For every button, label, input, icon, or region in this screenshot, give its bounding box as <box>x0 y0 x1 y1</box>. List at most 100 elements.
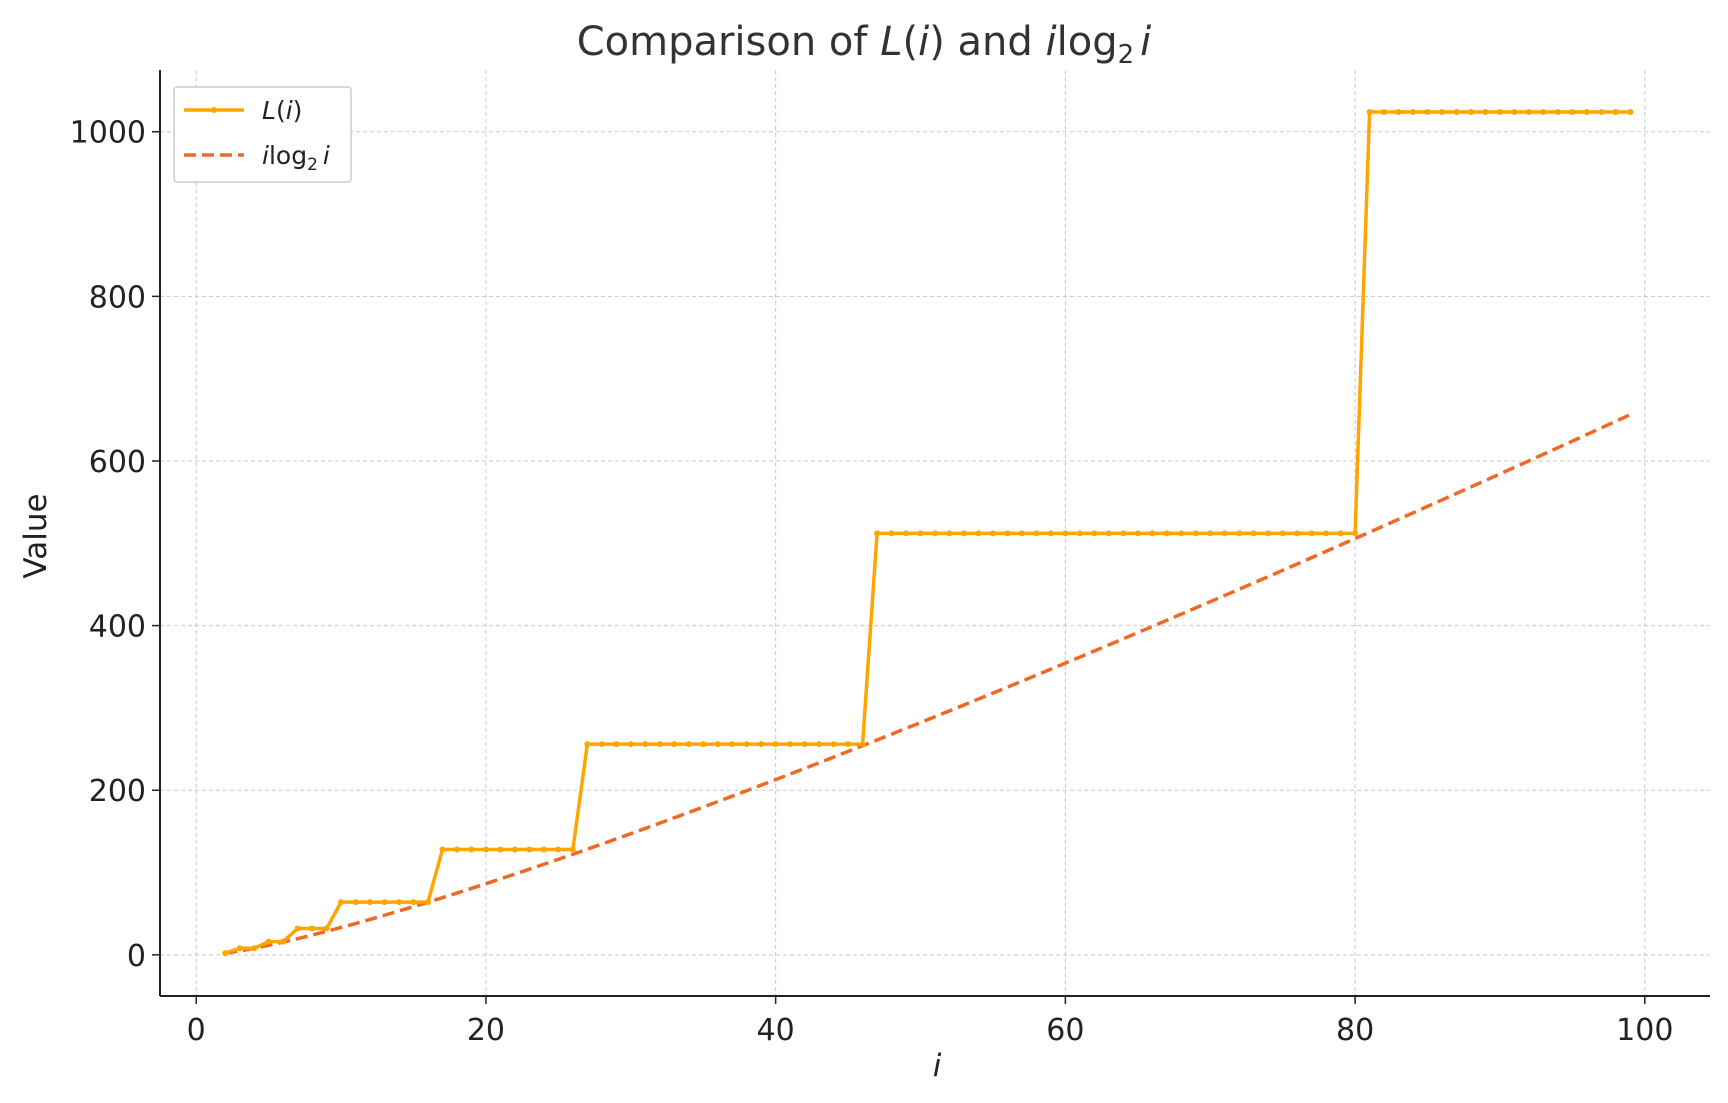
series-point-L <box>874 530 881 537</box>
series-point-L <box>280 938 287 945</box>
series-point-L <box>1091 530 1098 537</box>
series-point-L <box>714 741 721 748</box>
series-point-L <box>222 950 229 957</box>
series-point-L <box>251 945 258 952</box>
series-point-L <box>555 846 562 853</box>
title-var-3: i <box>1140 19 1151 65</box>
series-point-L <box>743 741 750 748</box>
series-point-L <box>613 741 620 748</box>
series-point-L <box>1033 530 1040 537</box>
series-point-L <box>1569 108 1576 115</box>
series-point-L <box>338 899 345 906</box>
x-tick-label: 40 <box>757 1013 795 1048</box>
series-point-L <box>1120 530 1127 537</box>
title-var-2: i <box>1046 19 1057 65</box>
series-point-L <box>1627 108 1634 115</box>
series-point-L <box>1525 108 1532 115</box>
series-point-L <box>424 899 431 906</box>
series-point-L <box>1163 530 1170 537</box>
series-point-L <box>1511 108 1518 115</box>
series-point-L <box>381 899 388 906</box>
series-point-L <box>468 846 475 853</box>
series-point-L <box>526 846 533 853</box>
series-point-L <box>1323 530 1330 537</box>
y-tick-label: 400 <box>89 610 146 645</box>
series-point-L <box>1366 108 1373 115</box>
series-point-L <box>1279 530 1286 537</box>
series-point-L <box>903 530 910 537</box>
series-point-L <box>1395 108 1402 115</box>
series-point-L <box>511 846 518 853</box>
series-point-L <box>453 846 460 853</box>
y-axis-label: Value <box>18 493 54 578</box>
series-point-L <box>1410 108 1417 115</box>
series-point-L <box>265 938 272 945</box>
chart-title: Comparison of L(i) and ilog2 i <box>577 19 1152 70</box>
y-tick-label: 800 <box>89 280 146 315</box>
series-point-L <box>801 741 808 748</box>
series-point-L <box>497 846 504 853</box>
series-point-L <box>410 899 417 906</box>
series-point-L <box>598 741 605 748</box>
y-tick-label: 200 <box>89 774 146 809</box>
series-point-L <box>1612 108 1619 115</box>
series-point-L <box>236 945 243 952</box>
series-point-L <box>1424 108 1431 115</box>
series-point-L <box>685 741 692 748</box>
series-point-L <box>1221 530 1228 537</box>
legend-label-ilog2i: ilog2 i <box>262 141 330 175</box>
series-point-L <box>1467 108 1474 115</box>
series-line-L <box>224 110 1631 955</box>
series-point-L <box>439 846 446 853</box>
series-point-L <box>932 530 938 537</box>
series-point-L <box>816 741 823 748</box>
series-point-L <box>917 530 924 537</box>
y-tick-label: 0 <box>127 939 146 974</box>
series-point-L <box>1308 530 1315 537</box>
series-point-L <box>352 899 359 906</box>
series-point-L <box>1352 530 1359 537</box>
series-point-L <box>1062 530 1069 537</box>
series-point-L <box>482 846 489 853</box>
series-point-L <box>1018 530 1025 537</box>
legend-marker-L <box>211 107 217 113</box>
series-point-L <box>1439 108 1446 115</box>
series-point-L <box>1192 530 1199 537</box>
series-point-L <box>323 925 330 932</box>
series-point-L <box>1381 108 1388 115</box>
series-point-L <box>656 741 663 748</box>
series-point-L <box>1337 530 1344 537</box>
legend-label-L: L(i) <box>262 96 302 125</box>
series-point-L <box>1004 530 1011 537</box>
series-point-L <box>309 925 316 932</box>
series-point-L <box>758 741 765 748</box>
series-point-L <box>772 741 779 748</box>
x-tick-label: 80 <box>1336 1013 1374 1048</box>
series-point-L <box>1149 530 1156 537</box>
series-point-L <box>1047 530 1054 537</box>
series-point-L <box>584 741 591 748</box>
x-axis-label: i <box>933 1048 942 1084</box>
series-point-L <box>1294 530 1301 537</box>
series-point-L <box>1105 530 1112 537</box>
series-point-L <box>1236 530 1243 537</box>
x-tick-label: 60 <box>1046 1013 1084 1048</box>
series-point-L <box>700 741 707 748</box>
series-point-L <box>989 530 996 537</box>
series-point-L <box>671 741 678 748</box>
x-tick-label: 20 <box>467 1013 505 1048</box>
y-tick-label: 600 <box>89 445 146 480</box>
series-point-L <box>946 530 953 537</box>
series-line-ilog2i <box>224 413 1632 955</box>
series-point-L <box>1134 530 1141 537</box>
series-point-L <box>642 741 649 748</box>
series-point-L <box>1598 108 1605 115</box>
series-point-L <box>845 741 852 748</box>
series-point-L <box>1207 530 1214 537</box>
x-tick-label: 0 <box>187 1013 206 1048</box>
series-point-L <box>569 846 576 853</box>
series-point-L <box>1554 108 1561 115</box>
series-point-L <box>627 741 634 748</box>
